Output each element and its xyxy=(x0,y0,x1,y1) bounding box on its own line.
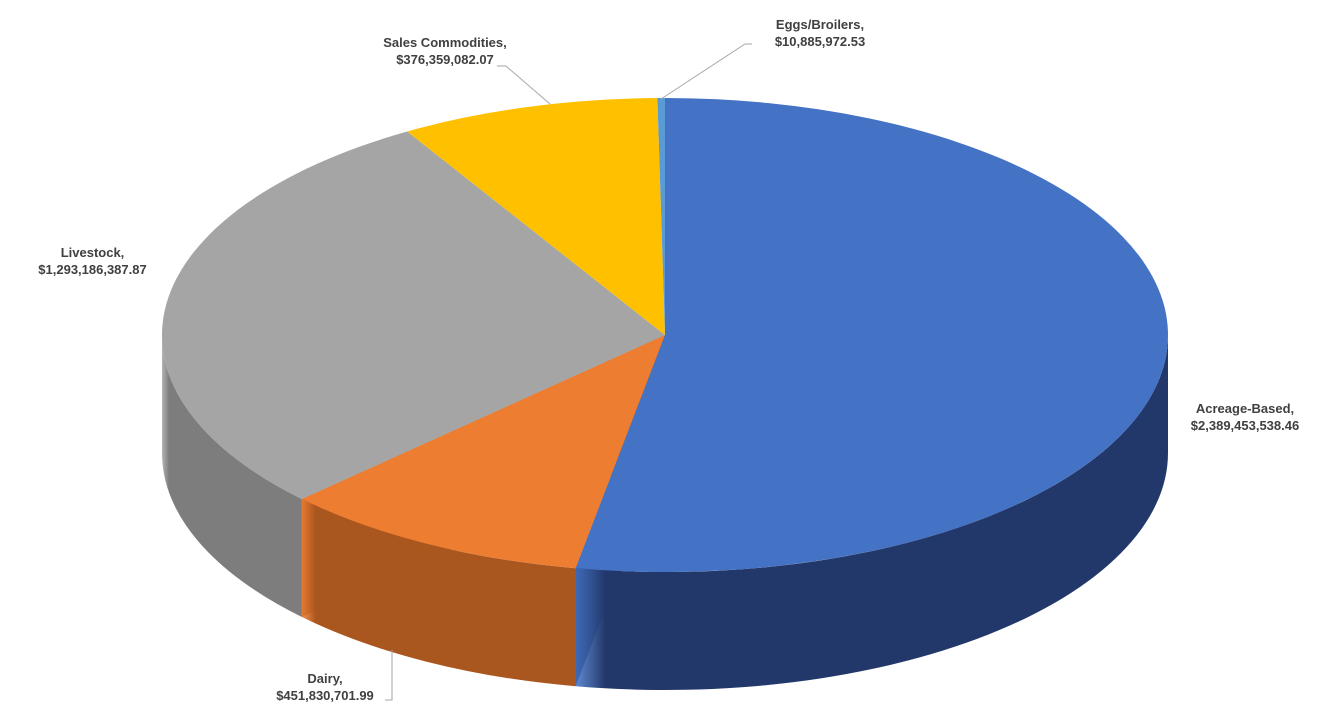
label-dairy-value: $451,830,701.99 xyxy=(276,688,374,703)
slice-eggs-broilers xyxy=(657,98,665,335)
pie-top-faces xyxy=(162,98,1169,572)
side-livestock xyxy=(162,335,302,618)
label-dairy: Dairy, $451,830,701.99 xyxy=(255,670,395,704)
leader-line-eggs-broilers xyxy=(660,43,752,100)
leader-line-sales-commodities xyxy=(497,65,551,105)
slice-dairy xyxy=(301,335,665,569)
label-acreage-based-name: Acreage-Based, xyxy=(1195,401,1295,416)
label-acreage-based: Acreage-Based, $2,389,453,538.46 xyxy=(1170,400,1320,434)
slice-sales-commodities xyxy=(407,98,665,335)
leader-lines xyxy=(385,43,752,701)
label-sales-commodities: Sales Commodities, $376,359,082.07 xyxy=(355,34,535,68)
label-livestock: Livestock, $1,293,186,387.87 xyxy=(10,244,175,278)
label-sales-commodities-value: $376,359,082.07 xyxy=(396,52,494,67)
side-dairy xyxy=(301,499,576,687)
leader-line-dairy xyxy=(385,650,393,701)
slice-acreage-based xyxy=(575,98,1169,572)
label-dairy-name: Dairy, xyxy=(307,671,343,686)
label-eggs-broilers-name: Eggs/Broilers, xyxy=(775,17,865,32)
label-acreage-based-value: $2,389,453,538.46 xyxy=(1190,418,1300,433)
label-livestock-value: $1,293,186,387.87 xyxy=(38,262,147,277)
side-acreage-based xyxy=(575,335,1168,691)
label-sales-commodities-name: Sales Commodities, xyxy=(383,35,507,50)
slice-livestock xyxy=(162,131,666,500)
label-eggs-broilers: Eggs/Broilers, $10,885,972.53 xyxy=(750,16,890,50)
label-livestock-name: Livestock, xyxy=(60,245,125,260)
label-eggs-broilers-value: $10,885,972.53 xyxy=(774,34,866,49)
